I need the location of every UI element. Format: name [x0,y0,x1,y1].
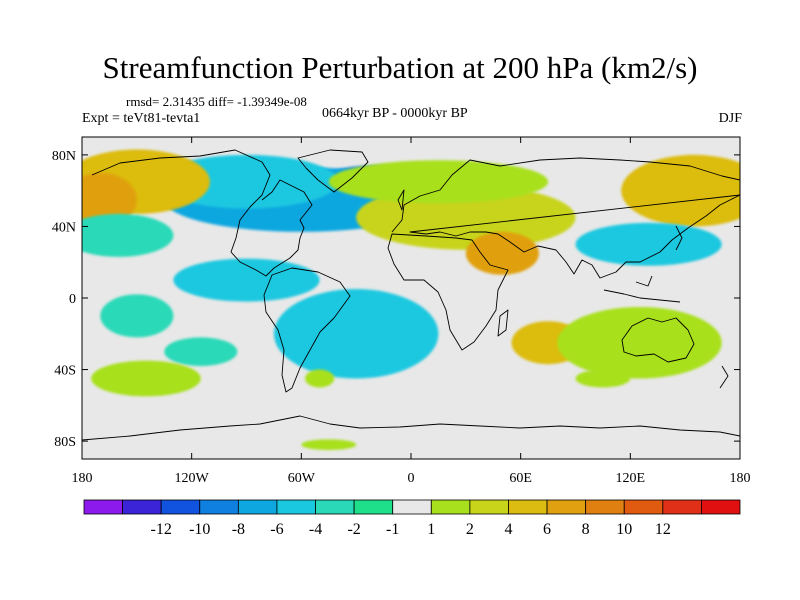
contour-region-13 [100,294,174,338]
colorbar-swatch-9 [430,499,471,515]
colorbar: -12 -10 -8 -6 -4 -2 -1 1 2 4 6 8 10 12 [83,499,741,538]
period-label: 0664kyr BP - 0000kyr BP [322,106,468,121]
coast-africa [387,233,509,351]
lon-tick-label-3: 0 [408,471,415,486]
colorbar-label-6: -1 [386,521,399,538]
colorbar-swatch-2 [160,499,201,515]
colorbar-swatch-15 [662,499,702,515]
lon-tick-label-2: 60W [288,471,316,486]
contour-region-11 [273,289,439,379]
colorbar-swatch-11 [508,499,548,515]
coast-indonesia [603,275,681,303]
colorbar-swatch-8 [392,499,432,515]
lat-tick-label-2: 0 [69,292,76,307]
plot-title: Streamfunction Perturbation at 200 hPa (… [102,50,698,85]
lat-tick-label-4: 80S [54,435,76,450]
stats-text: rmsd= 2.31435 diff= -1.39349e-08 [126,94,307,109]
colorbar-swatch-0 [83,499,123,515]
contour-region-18 [304,369,335,388]
lat-tick-label-0: 80N [52,149,76,164]
contour-region-9 [82,213,174,257]
colorbar-label-11: 8 [582,521,590,538]
contour-region-4 [82,172,137,227]
lon-axis: 180 120W 60W 0 60E 120E 180 [72,137,751,486]
colorbar-swatch-3 [199,499,239,515]
contour-region-5 [621,154,740,227]
colorbar-label-8: 2 [466,521,474,538]
coastlines [82,149,740,441]
colorbar-label-13: 12 [655,521,671,538]
contour-region-12 [173,258,320,302]
colorbar-swatch-13 [585,499,625,515]
contour-region-8 [328,160,549,204]
contour-region-17 [91,360,201,397]
lon-tick-label-6: 180 [730,471,751,486]
lon-tick-label-0: 180 [72,471,93,486]
colorbar-swatch-10 [469,499,509,515]
colorbar-swatch-16 [701,499,741,515]
lat-axis: 80N 40N 0 40S 80S [52,149,740,450]
contour-region-16 [557,306,722,379]
colorbar-label-12: 10 [616,521,632,538]
map-panel: 80N 40N 0 40S 80S 180 120W 60W 0 60E 120E 180 [52,136,751,486]
coast-antarctica [82,415,740,441]
colorbar-swatch-5 [276,499,316,515]
coast-australia [621,317,695,363]
coast-north-america [91,149,313,277]
contour-region-19 [575,369,631,388]
contour-region-14 [164,337,238,366]
coast-japan [675,225,683,251]
lon-tick-label-5: 120E [616,471,646,486]
contour-region-10 [575,222,722,266]
coast-britain [397,189,405,211]
season-label: DJF [718,111,742,126]
colorbar-label-7: 1 [427,521,435,538]
lon-tick-label-4: 60E [509,471,532,486]
colorbar-swatch-4 [237,499,278,515]
coast-new-zealand [719,365,729,389]
coast-madagascar [497,309,509,337]
colorbar-swatch-12 [546,499,587,515]
contour-region-20 [301,439,357,451]
lat-tick-label-1: 40N [52,220,76,235]
colorbar-label-10: 6 [543,521,551,538]
contour-region-7 [465,231,539,275]
colorbar-swatch-6 [315,499,355,515]
colorbar-label-0: -12 [151,521,172,538]
colorbar-swatch-14 [623,499,664,515]
coast-greenland [297,149,369,193]
colorbar-label-5: -2 [347,521,360,538]
colorbar-swatch-1 [122,499,162,515]
colorbar-label-2: -8 [232,521,245,538]
lon-tick-label-1: 120W [175,471,210,486]
experiment-label: Expt = teVt81-tevta1 [82,111,201,126]
colorbar-label-4: -4 [309,521,322,538]
colorbar-label-9: 4 [504,521,512,538]
colorbar-swatch-7 [353,499,394,515]
lat-tick-label-3: 40S [54,364,76,379]
colorbar-label-1: -10 [189,521,210,538]
colorbar-label-3: -6 [270,521,283,538]
coast-south-america [263,267,351,393]
coast-europe-asia [391,157,740,279]
